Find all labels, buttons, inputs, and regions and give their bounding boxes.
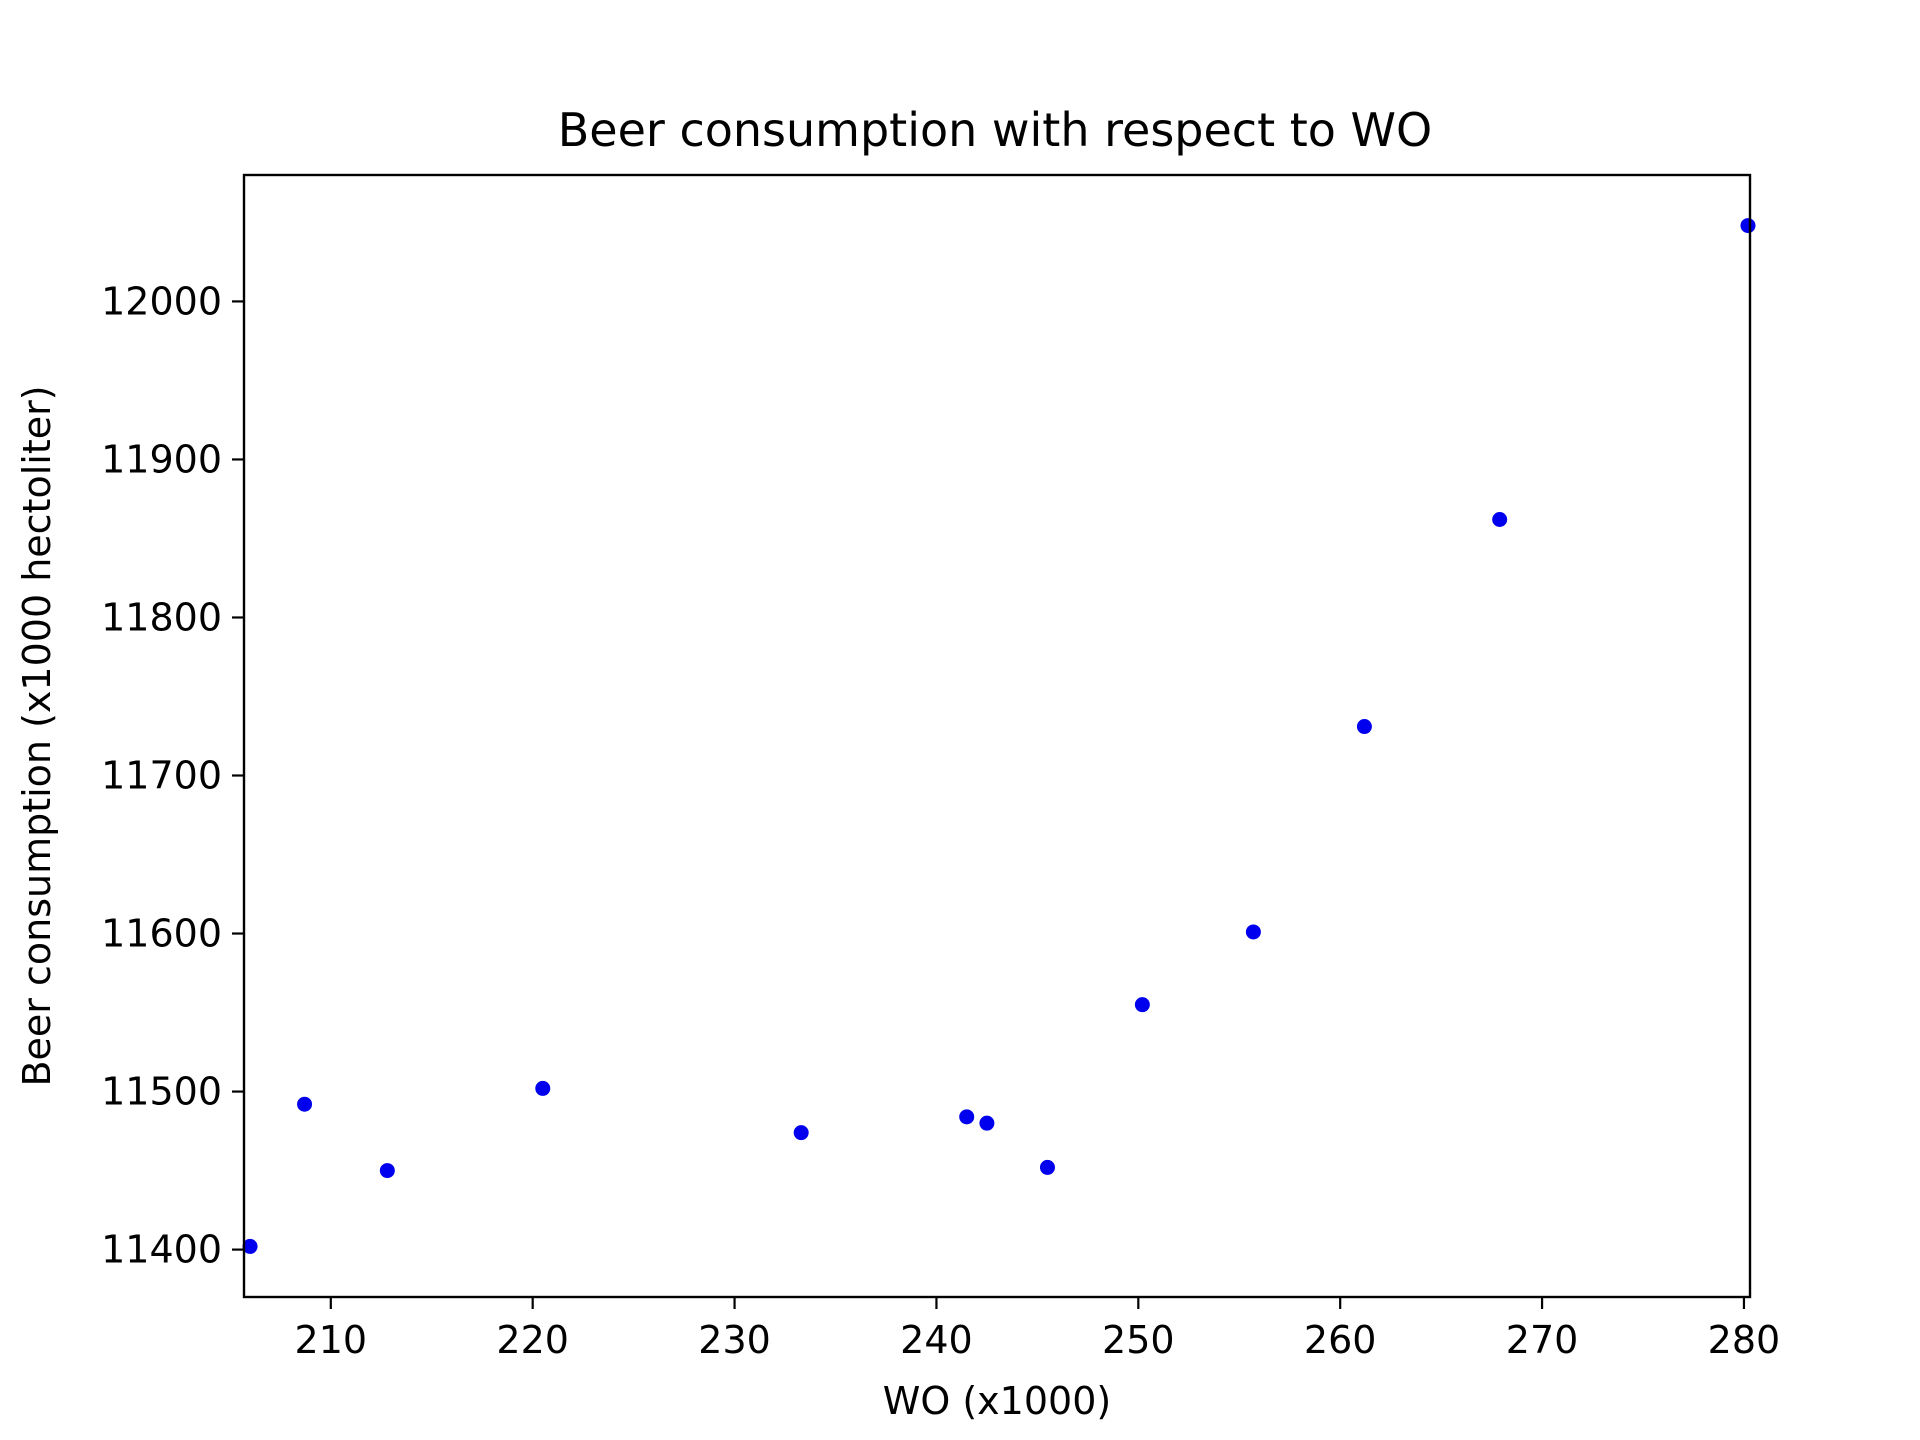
x-axis-label: WO (x1000)	[883, 1379, 1111, 1423]
x-tick-label: 280	[1708, 1318, 1781, 1362]
x-tick-label: 240	[900, 1318, 973, 1362]
data-point	[1245, 924, 1261, 940]
x-tick-label: 230	[698, 1318, 771, 1362]
y-tick-label: 12000	[101, 279, 222, 323]
x-tick-label: 220	[496, 1318, 569, 1362]
data-point	[242, 1238, 258, 1254]
y-tick-label: 11500	[101, 1070, 222, 1114]
data-point	[379, 1163, 395, 1179]
y-axis-label: Beer consumption (x1000 hectoliter)	[15, 385, 59, 1086]
data-point	[959, 1109, 975, 1125]
data-point	[297, 1096, 313, 1112]
data-point	[1039, 1159, 1055, 1175]
data-point	[1492, 512, 1508, 528]
x-tick-label: 210	[295, 1318, 368, 1362]
y-tick-label: 11700	[101, 754, 222, 798]
x-tick-label: 260	[1304, 1318, 1377, 1362]
y-tick-label: 11800	[101, 595, 222, 639]
y-tick-label: 11900	[101, 437, 222, 481]
chart-title: Beer consumption with respect to WO	[558, 103, 1432, 157]
data-point	[1356, 719, 1372, 735]
data-point	[535, 1080, 551, 1096]
y-tick-label: 11400	[101, 1228, 222, 1272]
points-layer	[242, 218, 1756, 1254]
ticks-layer: 210 220 230 240 250 260 270 280 11400 11500 11600 1…	[101, 279, 1780, 1362]
x-tick-label: 250	[1102, 1318, 1175, 1362]
plot-frame	[242, 173, 1752, 1299]
data-point	[1134, 997, 1150, 1013]
x-tick-label: 270	[1506, 1318, 1579, 1362]
data-point	[979, 1115, 995, 1131]
data-point	[1740, 218, 1756, 234]
y-tick-label: 11600	[101, 912, 222, 956]
data-point	[793, 1125, 809, 1141]
